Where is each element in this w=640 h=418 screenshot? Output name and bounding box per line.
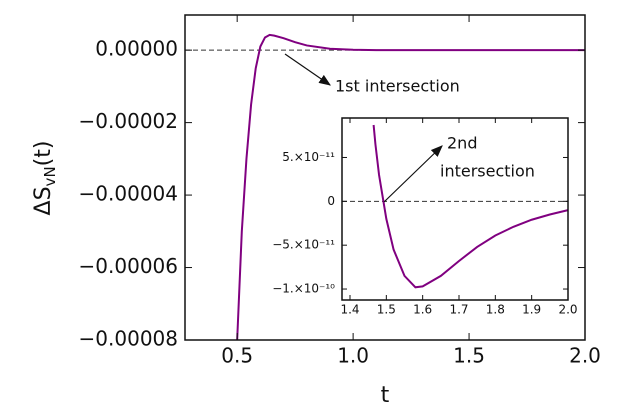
x-tick-label: 2.0 <box>569 344 601 368</box>
y-tick-label: −0.00002 <box>79 109 178 133</box>
y-tick-label: −5.×10⁻¹¹ <box>272 238 335 252</box>
x-tick-label: 1.9 <box>522 303 541 317</box>
annotation: intersection <box>440 162 535 181</box>
y-tick-label: −0.00004 <box>79 182 178 206</box>
y-label-main: ΔS <box>31 186 56 215</box>
data-line <box>236 33 585 341</box>
y-tick-label: 5.×10⁻¹¹ <box>282 150 335 164</box>
y-tick-label: −1.×10⁻¹⁰ <box>272 282 335 296</box>
annotation-arrow <box>284 53 331 86</box>
data-line <box>372 124 569 289</box>
x-axis-label: t <box>381 383 390 408</box>
annotation-arrow <box>383 145 443 203</box>
x-tick-label: 2.0 <box>558 303 577 317</box>
y-tick-label: 0 <box>327 194 335 208</box>
y-tick-label: −0.00008 <box>79 327 178 351</box>
y-axis-label: ΔSvN(t) <box>31 141 59 216</box>
x-tick-label: 1.4 <box>340 303 359 317</box>
plot-frame <box>184 14 586 341</box>
x-tick-label: 1.8 <box>486 303 505 317</box>
annotation: 2nd <box>447 134 477 153</box>
main-plot: 0.5 1.0 1.5 2.0 0.00000 −0.00002 −0.00004 −0.00… <box>79 14 601 368</box>
annotation: 1st intersection <box>335 77 460 96</box>
x-tick-label: 1.0 <box>337 344 369 368</box>
y-tick-label: −0.00006 <box>79 254 178 278</box>
y-label-sub: vN <box>41 166 59 186</box>
y-label-suffix: (t) <box>31 141 56 167</box>
x-tick-label: 1.7 <box>449 303 468 317</box>
inset-plot: 1.4 1.5 1.6 1.7 1.8 1.9 2.0 5.×10⁻¹¹ 0 −5.×10⁻¹¹ −… <box>272 117 578 317</box>
inset-background <box>342 118 568 300</box>
x-tick-label: 1.5 <box>453 344 485 368</box>
y-tick-label: 0.00000 <box>95 37 178 61</box>
x-tick-label: 0.5 <box>221 344 253 368</box>
plot-frame <box>341 117 569 301</box>
x-tick-label: 1.6 <box>413 303 432 317</box>
x-tick-label: 1.5 <box>377 303 396 317</box>
